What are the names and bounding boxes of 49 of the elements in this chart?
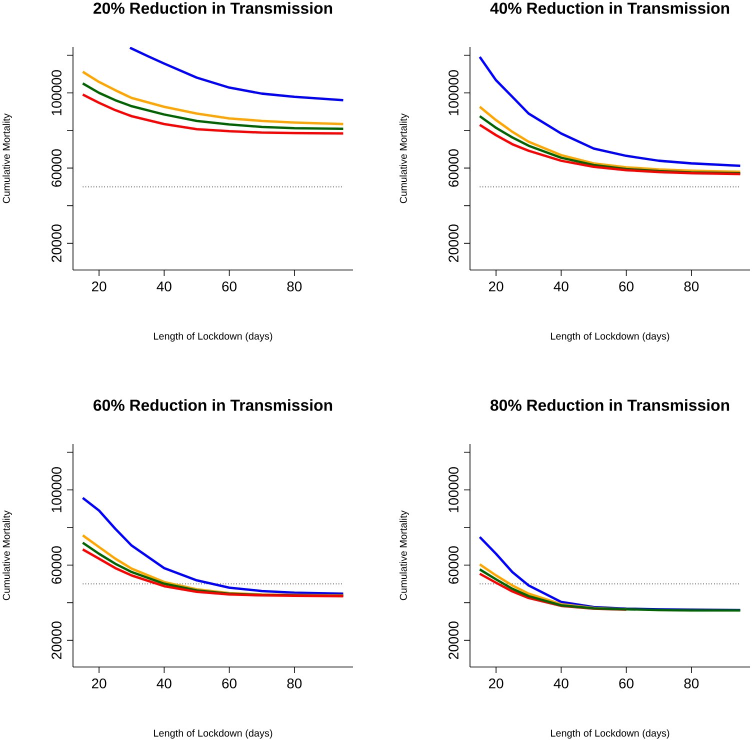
y-tick-label: 60000 xyxy=(448,149,458,187)
x-axis-title: Length of Lockdown (days) xyxy=(551,729,670,739)
x-tick-label: 60 xyxy=(619,282,634,292)
y-tick-label: 60000 xyxy=(52,546,62,584)
y-tick-label: 20000 xyxy=(448,224,458,262)
y-axis-title: Cumulative Mortality xyxy=(400,113,409,204)
y-axis-title: Cumulative Mortality xyxy=(400,510,409,600)
y-tick-label: 100000 xyxy=(52,70,62,116)
line-series xyxy=(82,93,344,135)
y-tick-label: 60000 xyxy=(52,149,62,187)
y-tick-label: 20000 xyxy=(52,224,62,262)
x-tick-label: 60 xyxy=(619,678,634,688)
y-tick-label: 20000 xyxy=(448,621,458,659)
x-tick-label: 40 xyxy=(554,282,568,292)
x-tick-label: 20 xyxy=(488,282,504,292)
chart-title: 80% Reduction in Transmission xyxy=(490,399,730,411)
y-tick-label: 100000 xyxy=(52,467,62,512)
x-tick-label: 40 xyxy=(156,678,172,688)
y-axis-title: Cumulative Mortality xyxy=(2,113,12,204)
line-series xyxy=(82,70,344,126)
x-tick-label: 80 xyxy=(287,678,302,688)
y-axis-title: Cumulative Mortality xyxy=(2,510,12,600)
chart-title: 20% Reduction in Transmission xyxy=(94,2,332,14)
line-series xyxy=(82,496,344,595)
line-series xyxy=(82,82,344,130)
x-tick-label: 60 xyxy=(222,282,236,292)
x-tick-label: 60 xyxy=(222,678,236,688)
line-series xyxy=(478,572,628,611)
y-tick-label: 20000 xyxy=(52,621,62,659)
x-tick-label: 80 xyxy=(684,282,699,292)
x-axis-title: Length of Lockdown (days) xyxy=(154,729,272,739)
x-tick-label: 20 xyxy=(488,678,504,688)
x-axis-title: Length of Lockdown (days) xyxy=(154,332,272,342)
y-tick-label: 60000 xyxy=(448,546,458,584)
line-series xyxy=(478,568,742,612)
x-tick-label: 40 xyxy=(554,678,568,688)
x-tick-label: 80 xyxy=(287,282,302,292)
x-tick-label: 40 xyxy=(156,282,172,292)
chart-title: 40% Reduction in Transmission xyxy=(490,2,730,14)
x-tick-label: 20 xyxy=(92,678,106,688)
x-tick-label: 80 xyxy=(684,678,699,688)
chart-title: 60% Reduction in Transmission xyxy=(94,399,332,411)
line-series xyxy=(478,124,742,176)
y-tick-label: 100000 xyxy=(448,70,458,116)
line-series xyxy=(478,56,742,168)
x-tick-label: 20 xyxy=(92,282,106,292)
y-tick-label: 100000 xyxy=(448,467,458,512)
line-series xyxy=(128,46,344,102)
x-axis-title: Length of Lockdown (days) xyxy=(551,332,670,342)
